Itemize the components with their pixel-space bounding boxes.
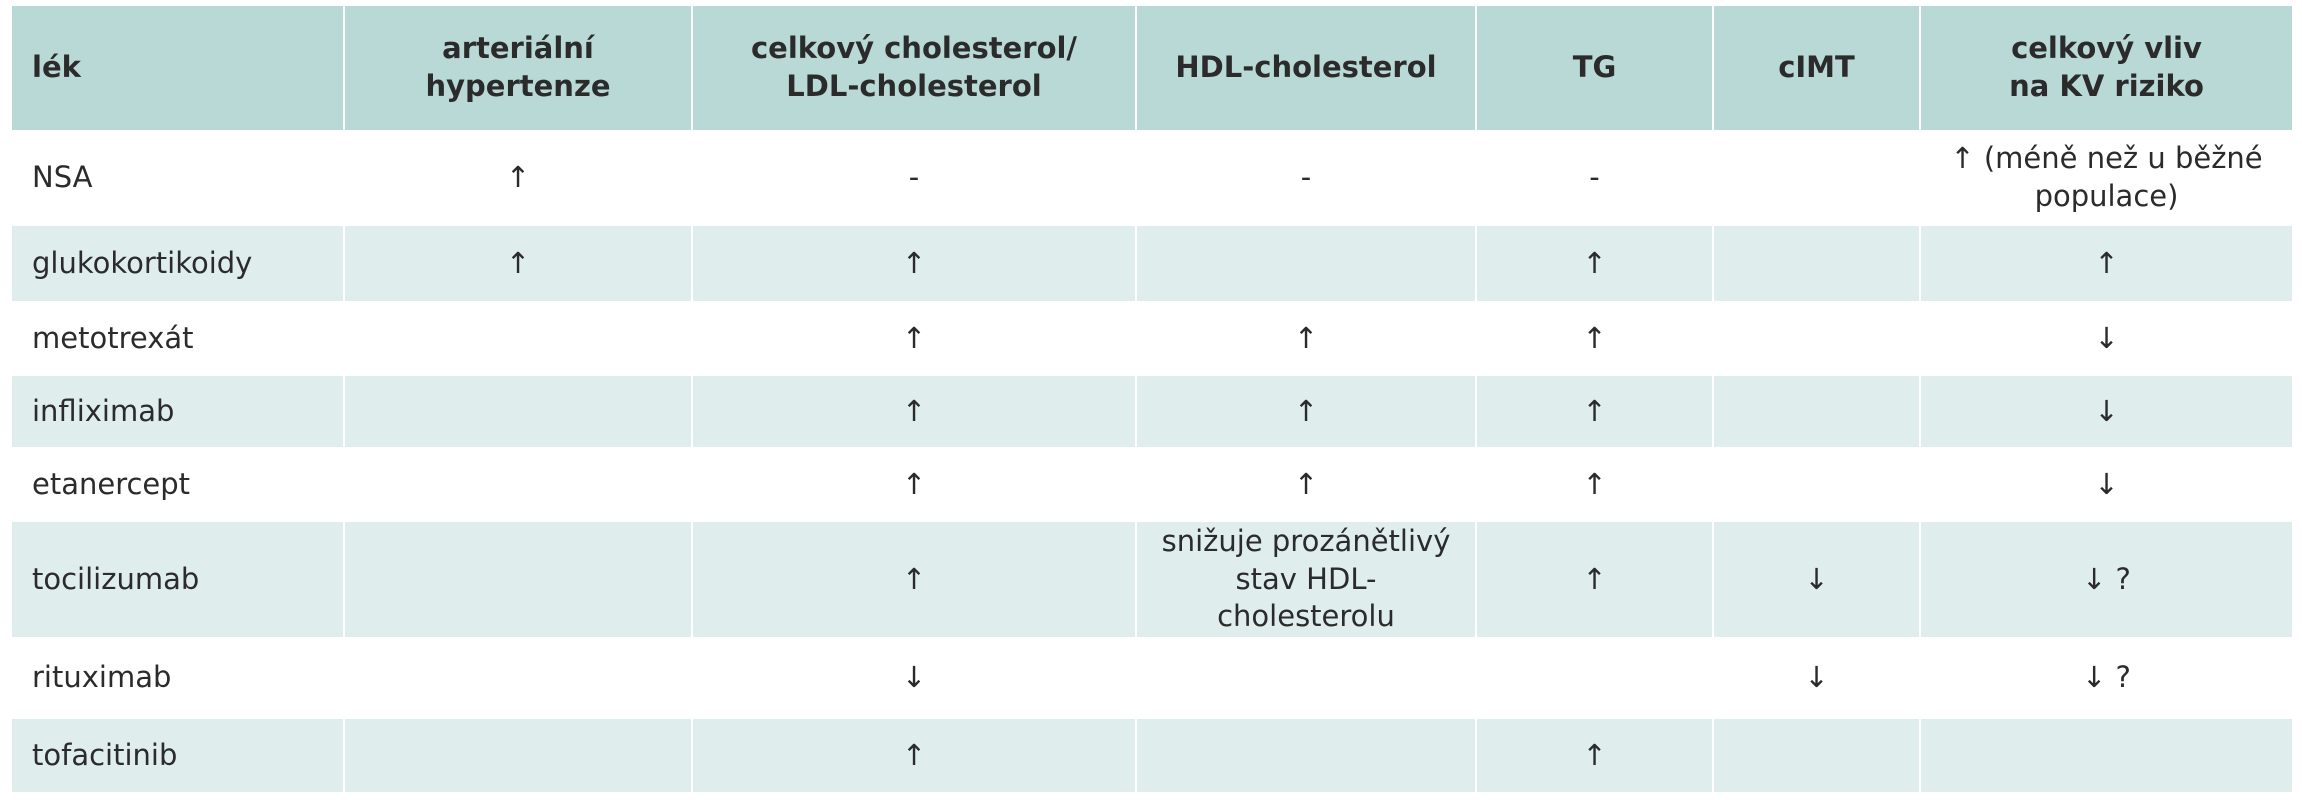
effect-cell (1919, 717, 2294, 794)
table-row: NSA ↑ - - - ↑ (méně než u běžné populace) (10, 130, 2294, 226)
table-header: lék arteriální hypertenze celkový choleste… (10, 4, 2294, 132)
effect-cell: ↓ ? (1919, 520, 2294, 639)
effect-cell (343, 717, 693, 794)
effect-cell: ↑ (343, 130, 693, 226)
table-row: etanercept ↑ ↑ ↑ ↓ (10, 447, 2294, 522)
drug-cell: NSA (10, 130, 345, 226)
effect-cell: - (1475, 130, 1714, 226)
effect-cell: ↓ (1712, 520, 1921, 639)
drug-cell: glukokortikoidy (10, 224, 345, 303)
table-row: tofacitinib ↑ ↑ (10, 717, 2294, 794)
effect-cell (1135, 224, 1477, 303)
drug-cell: tocilizumab (10, 520, 345, 639)
effect-cell: ↑ (1475, 374, 1714, 449)
header-cell: arteriální hypertenze (343, 4, 693, 132)
effect-cell: snižuje prozánětlivý stav HDL-cholestero… (1135, 520, 1477, 639)
effect-cell: ↑ (1475, 520, 1714, 639)
effect-cell: ↓ (1919, 374, 2294, 449)
effect-cell (1135, 717, 1477, 794)
drug-cell: metotrexát (10, 301, 345, 376)
effect-cell: ↑ (691, 224, 1137, 303)
effect-cell: ↑ (1475, 717, 1714, 794)
effect-cell: ↑ (1475, 447, 1714, 522)
header-cell: celkový vliv na KV riziko (1919, 4, 2294, 132)
effect-cell (1712, 301, 1921, 376)
effect-cell (1712, 447, 1921, 522)
effect-cell: ↑ (691, 717, 1137, 794)
table-row: rituximab ↓ ↓ ↓ ? (10, 637, 2294, 719)
effect-cell (1712, 130, 1921, 226)
drug-cell: rituximab (10, 637, 345, 719)
effect-cell: ↑ (1475, 224, 1714, 303)
effect-cell (343, 447, 693, 522)
effect-cell: ↑ (691, 520, 1137, 639)
effect-cell: ↓ (1712, 637, 1921, 719)
table-row: infliximab ↑ ↑ ↑ ↓ (10, 374, 2294, 449)
table-row: glukokortikoidy ↑ ↑ ↑ ↑ (10, 224, 2294, 303)
effect-cell: ↑ (méně než u běžné populace) (1919, 130, 2294, 226)
effect-cell (1135, 637, 1477, 719)
header-row: lék arteriální hypertenze celkový choleste… (10, 4, 2294, 132)
effect-cell: ↑ (1135, 301, 1477, 376)
effect-cell: ↑ (1135, 374, 1477, 449)
effect-cell: - (691, 130, 1137, 226)
effect-cell (343, 301, 693, 376)
drug-cell: tofacitinib (10, 717, 345, 794)
effect-cell (1712, 717, 1921, 794)
effect-cell: ↑ (1135, 447, 1477, 522)
drug-cell: infliximab (10, 374, 345, 449)
header-cell: TG (1475, 4, 1714, 132)
effect-cell: - (1135, 130, 1477, 226)
effect-cell: ↑ (1919, 224, 2294, 303)
table-row: tocilizumab ↑ snižuje prozánětlivý stav HD… (10, 520, 2294, 639)
effect-cell: ↓ (691, 637, 1137, 719)
effect-cell (343, 520, 693, 639)
effect-cell: ↑ (691, 301, 1137, 376)
drug-cell: etanercept (10, 447, 345, 522)
header-cell: lék (10, 4, 345, 132)
header-cell: cIMT (1712, 4, 1921, 132)
effect-cell: ↓ (1919, 301, 2294, 376)
effect-cell: ↑ (343, 224, 693, 303)
effect-cell: ↑ (1475, 301, 1714, 376)
effect-cell: ↑ (691, 447, 1137, 522)
effect-cell (343, 637, 693, 719)
data-table: lék arteriální hypertenze celkový choleste… (10, 4, 2294, 794)
effect-cell: ↓ (1919, 447, 2294, 522)
table-body: NSA ↑ - - - ↑ (méně než u běžné populace) gluk… (10, 130, 2294, 794)
table-row: metotrexát ↑ ↑ ↑ ↓ (10, 301, 2294, 376)
effect-cell (1712, 224, 1921, 303)
effect-cell: ↓ ? (1919, 637, 2294, 719)
header-cell: celkový cholesterol/ LDL-cholesterol (691, 4, 1137, 132)
effect-cell (343, 374, 693, 449)
header-cell: HDL-cholesterol (1135, 4, 1477, 132)
effect-cell (1712, 374, 1921, 449)
effect-cell (1475, 637, 1714, 719)
effect-cell: ↑ (691, 374, 1137, 449)
